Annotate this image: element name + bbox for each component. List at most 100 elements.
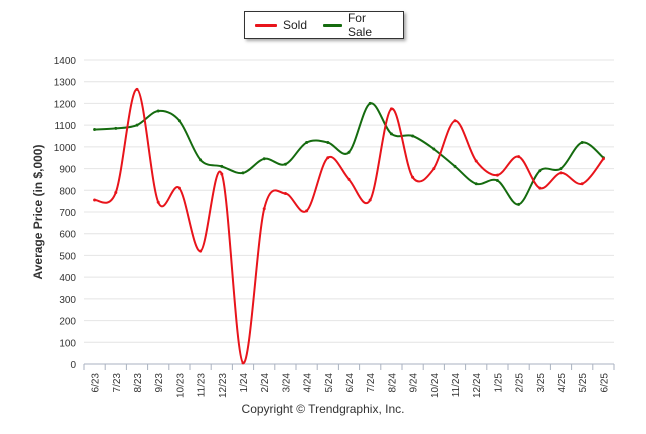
data-point-sold: [453, 119, 457, 123]
legend-item-sold[interactable]: Sold: [255, 18, 307, 32]
legend-label-for-sale: For Sale: [347, 11, 372, 39]
data-point-for-sale: [347, 150, 351, 154]
x-tick-label: 12/24: [472, 373, 483, 398]
data-point-for-sale: [156, 109, 160, 113]
x-tick-label: 9/24: [409, 373, 420, 393]
data-point-for-sale: [368, 101, 372, 105]
y-tick-label: 1100: [54, 121, 76, 132]
data-point-sold: [326, 156, 330, 160]
y-tick-label: 400: [59, 273, 76, 284]
data-point-for-sale: [559, 167, 563, 171]
data-point-sold: [495, 173, 499, 177]
data-point-sold: [156, 200, 160, 204]
x-tick-label: 12/23: [218, 373, 229, 398]
series-line-sold: [93, 88, 605, 364]
data-point-sold: [368, 198, 372, 202]
data-point-for-sale: [411, 134, 415, 138]
legend-swatch-sold: [255, 23, 277, 27]
x-tick-label: 5/25: [578, 373, 589, 393]
y-tick-label: 500: [59, 251, 76, 262]
data-point-sold: [135, 87, 139, 91]
x-tick-label: 3/24: [281, 373, 292, 393]
data-point-sold: [262, 207, 266, 211]
y-axis-label: Average Price (in $,000): [31, 145, 45, 280]
data-point-for-sale: [495, 179, 499, 183]
x-tick-label: 3/25: [536, 373, 547, 393]
x-tick-label: 9/23: [154, 373, 165, 393]
y-tick-label: 100: [59, 338, 76, 349]
data-point-for-sale: [432, 147, 436, 151]
x-tick-label: 2/25: [515, 373, 526, 393]
legend-label-sold: Sold: [283, 18, 308, 32]
data-point-for-sale: [220, 164, 224, 168]
data-point-sold: [283, 192, 287, 196]
x-tick-label: 2/24: [260, 373, 271, 393]
x-tick-label: 11/24: [451, 373, 462, 398]
x-tick-label: 6/25: [599, 373, 610, 393]
data-point-for-sale: [474, 182, 478, 186]
data-point-for-sale: [453, 164, 457, 168]
data-point-for-sale: [538, 169, 542, 173]
y-tick-label: 700: [59, 208, 76, 219]
x-tick-label: 7/23: [112, 373, 123, 393]
data-point-for-sale: [580, 141, 584, 145]
y-tick-label: 800: [59, 186, 76, 197]
data-point-sold: [241, 361, 245, 365]
y-tick-label: 1200: [54, 99, 77, 110]
data-point-for-sale: [177, 119, 181, 123]
y-tick-label: 900: [59, 165, 76, 176]
legend-item-for-sale[interactable]: For Sale: [323, 11, 387, 39]
data-point-sold: [580, 182, 584, 186]
data-point-for-sale: [517, 202, 521, 206]
data-point-sold: [601, 157, 605, 161]
x-tick-label: 8/24: [387, 373, 398, 393]
y-tick-label: 600: [59, 230, 76, 241]
data-point-for-sale: [135, 123, 139, 127]
data-point-for-sale: [114, 126, 118, 130]
data-point-sold: [114, 190, 118, 194]
x-tick-label: 4/25: [557, 373, 568, 393]
x-tick-label: 1/25: [493, 373, 504, 393]
series-line-for-sale: [93, 102, 605, 206]
data-point-sold: [305, 209, 309, 213]
x-tick-label: 7/24: [366, 373, 377, 393]
chart-legend: Sold For Sale: [244, 11, 404, 39]
y-tick-label: 300: [59, 295, 76, 306]
data-point-sold: [93, 198, 97, 202]
data-point-for-sale: [326, 141, 330, 145]
data-point-sold: [347, 177, 351, 181]
x-tick-label: 8/23: [133, 373, 144, 393]
line-chart: 0 100 200 300 400 500 600 700 800 900 1000 1100 1200…: [31, 56, 615, 398]
data-point-sold: [220, 172, 224, 176]
data-point-for-sale: [262, 157, 266, 161]
data-point-for-sale: [241, 171, 245, 175]
x-tick-label: 5/24: [324, 373, 335, 393]
x-tick-label: 1/24: [239, 373, 250, 393]
data-point-sold: [199, 249, 203, 253]
data-point-sold: [177, 186, 181, 190]
data-point-sold: [559, 171, 563, 175]
data-point-sold: [517, 155, 521, 159]
x-tick-label: 10/23: [175, 373, 186, 398]
data-point-for-sale: [93, 127, 97, 131]
x-tick-label: 6/23: [91, 373, 102, 393]
data-point-for-sale: [305, 141, 309, 145]
data-point-sold: [389, 107, 393, 111]
data-point-sold: [432, 167, 436, 171]
data-point-sold: [538, 186, 542, 190]
x-tick-label: 4/24: [303, 373, 314, 393]
data-point-for-sale: [283, 162, 287, 166]
copyright-text: Copyright © Trendgraphix, Inc.: [241, 402, 405, 416]
y-tick-label: 1300: [54, 78, 77, 89]
x-tick-label: 6/24: [345, 373, 356, 393]
y-tick-label: 200: [59, 317, 76, 328]
y-tick-label: 1000: [54, 143, 77, 154]
data-point-for-sale: [199, 158, 203, 162]
y-tick-label: 0: [70, 360, 76, 371]
data-point-for-sale: [389, 132, 393, 136]
x-tick-label: 11/23: [197, 373, 208, 398]
data-point-sold: [411, 175, 415, 179]
y-tick-label: 1400: [54, 56, 77, 67]
legend-swatch-for-sale: [323, 23, 342, 27]
data-point-sold: [474, 159, 478, 163]
